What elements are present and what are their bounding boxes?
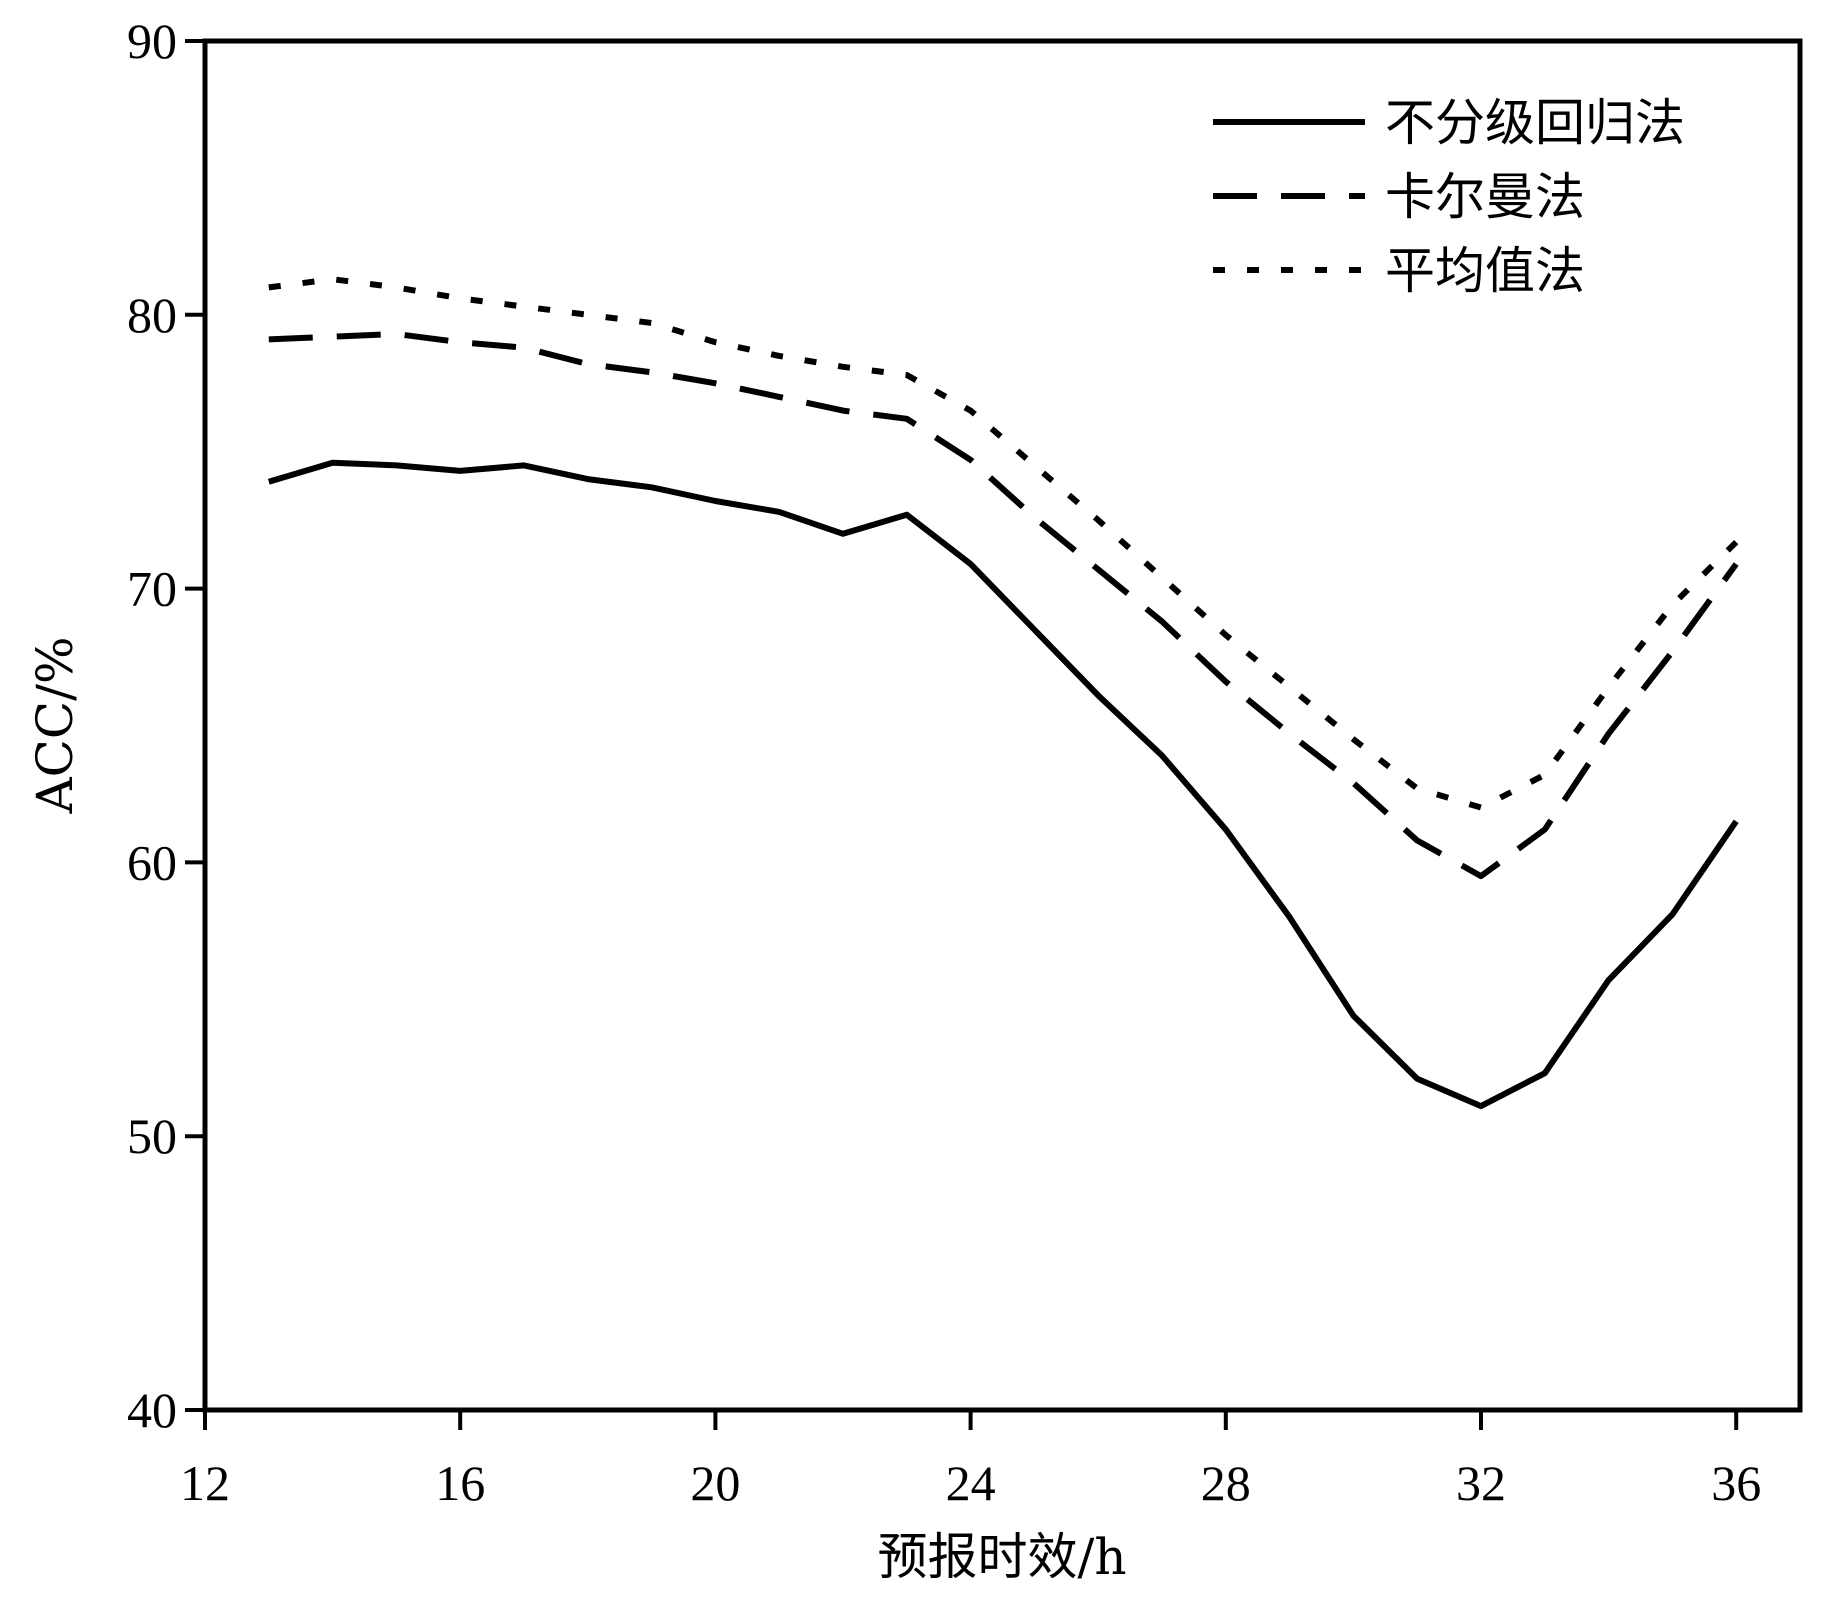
x-axis-label: 预报时效/h xyxy=(877,1528,1126,1586)
x-tick-label: 20 xyxy=(690,1455,740,1511)
legend-label-series-1: 不分级回归法 xyxy=(1385,94,1685,152)
y-tick-labels: 40 50 60 70 80 90 xyxy=(127,13,177,1438)
x-tick-label: 16 xyxy=(435,1455,485,1511)
y-tick-label: 80 xyxy=(127,287,177,343)
series-line-2 xyxy=(268,331,1739,880)
plot-frame xyxy=(202,38,1803,1413)
series-line-3 xyxy=(268,276,1739,811)
y-tick-label: 50 xyxy=(127,1108,177,1164)
y-tick-label: 70 xyxy=(127,561,177,617)
legend-label-series-2: 卡尔曼法 xyxy=(1385,168,1585,226)
series-line-1 xyxy=(267,459,1739,1110)
y-tick-label: 40 xyxy=(127,1382,177,1438)
y-tick-label: 60 xyxy=(127,834,177,890)
legend: 不分级回归法 卡尔曼法 平均值法 xyxy=(1213,94,1685,300)
series-layer xyxy=(267,276,1739,1110)
x-tick-label: 36 xyxy=(1711,1455,1761,1511)
y-tick-label: 90 xyxy=(127,13,177,69)
legend-label-series-3: 平均值法 xyxy=(1385,242,1585,300)
x-tick-label: 32 xyxy=(1456,1455,1506,1511)
x-tick-label: 12 xyxy=(180,1455,230,1511)
x-tick-label: 24 xyxy=(946,1455,996,1511)
x-tick-labels: 12 16 20 24 28 32 36 xyxy=(180,1455,1761,1511)
y-axis-label: ACC/% xyxy=(26,637,84,815)
x-tick-label: 28 xyxy=(1201,1455,1251,1511)
axis-ticks xyxy=(185,39,1739,1430)
